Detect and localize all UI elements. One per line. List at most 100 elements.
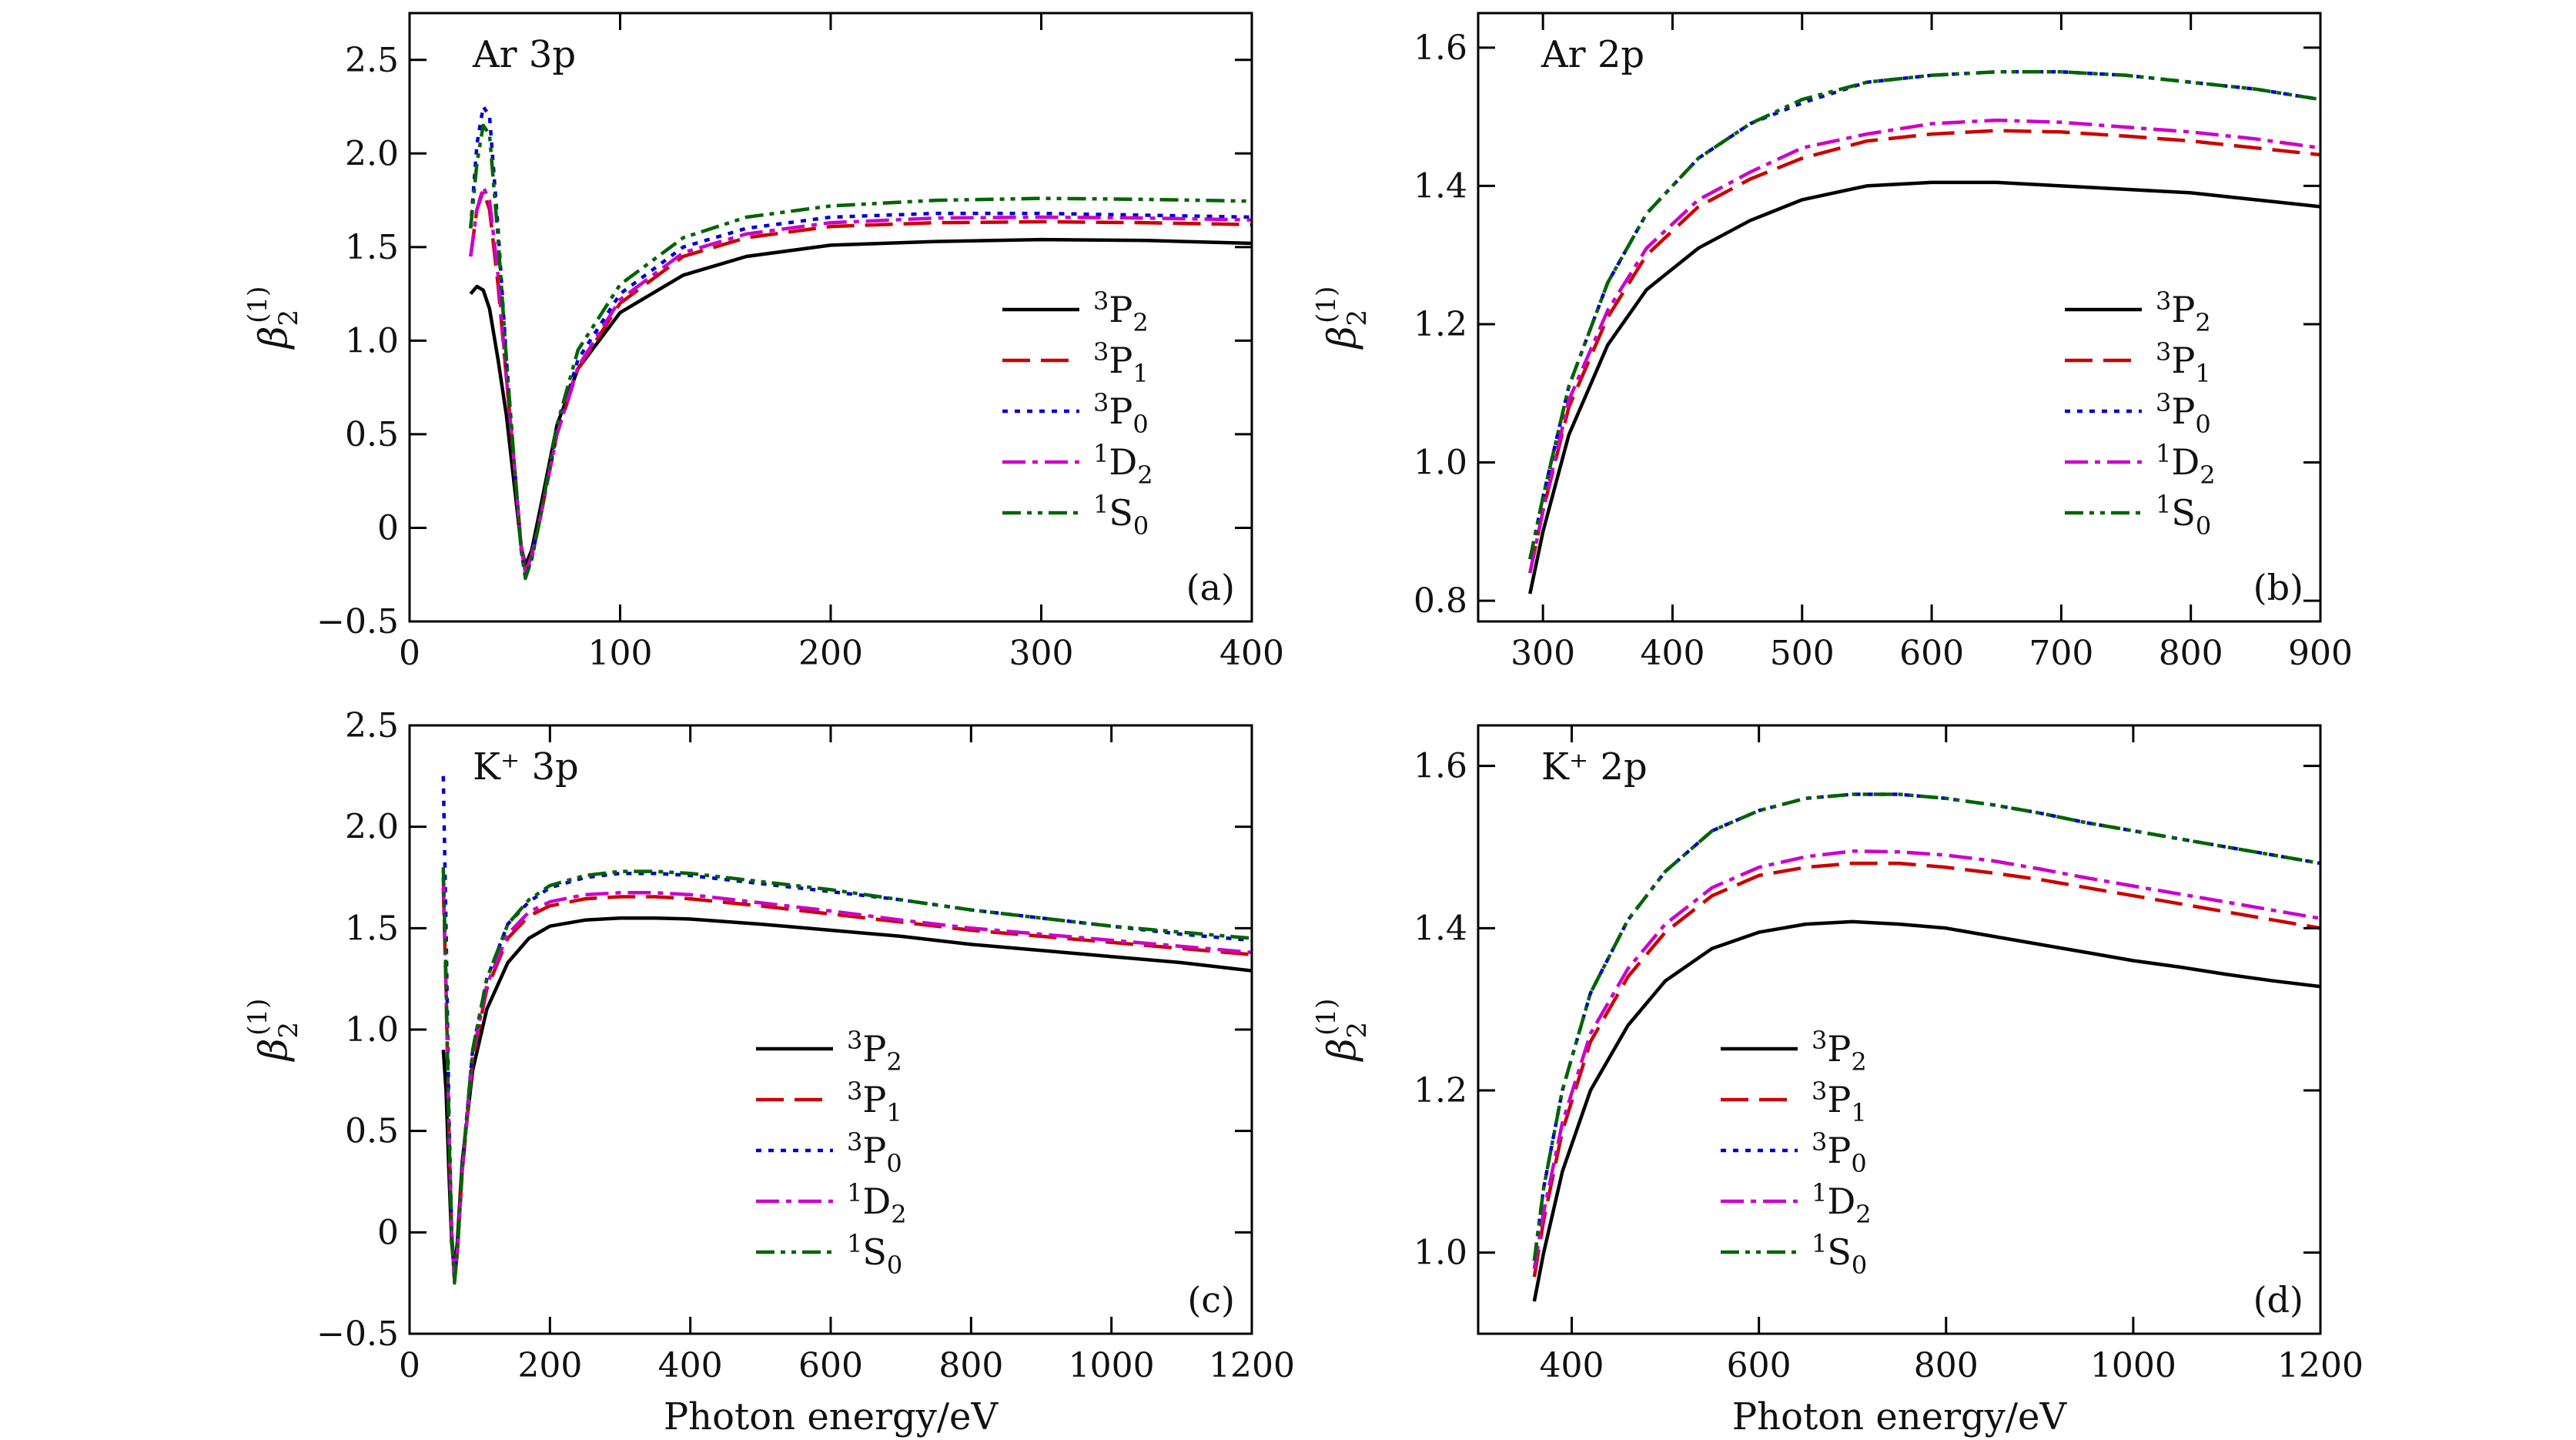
legend-base: P [1109,340,1132,381]
legend-sub: 0 [1132,410,1148,439]
legend-base: S [862,1231,887,1273]
legend-base: P [2171,289,2195,330]
legend-sup: 3 [1812,1026,1827,1055]
y-label-symbol: β [1320,326,1364,350]
series-line-3P2 [469,237,1252,568]
legend-sup: 1 [847,1178,862,1207]
y-label-symbol: β [1320,1038,1364,1062]
legend-sub: 2 [1137,460,1153,490]
y-axis-label: β2(1) [1311,999,1373,1063]
legend-sub: 0 [886,1149,902,1178]
y-tick-label: 2.0 [345,808,399,847]
y-tick-label: 1.4 [1413,166,1467,206]
series-line-1S0 [469,123,1252,581]
x-tick-label: 1200 [2277,1346,2364,1385]
y-tick-label: 1.0 [345,321,399,360]
panel-label: (a) [1186,567,1235,608]
legend-sub: 1 [886,1098,902,1127]
x-tick-label: 600 [1899,634,1964,673]
y-tick-label: 0 [377,508,399,548]
legend-sub: 2 [1132,308,1148,337]
x-tick-label: 300 [1009,634,1074,673]
y-tick-label: 0.5 [345,415,399,454]
legend-sup: 1 [1812,1178,1827,1207]
panel-title: K⁺ 2p [1541,745,1648,789]
x-tick-label: 800 [1914,1346,1979,1385]
legend-base: D [1109,441,1137,483]
legend-label-1S0: 1S0 [1812,1229,1867,1280]
y-tick-label: 1.6 [1413,747,1467,786]
legend-label-3P2: 3P2 [2156,286,2211,337]
y-label-sup: (1) [243,999,273,1036]
legend-sup: 3 [1093,337,1109,367]
y-tick-label: −0.5 [316,602,399,641]
legend-label-3P2: 3P2 [1812,1026,1867,1077]
x-tick-label: 300 [1510,634,1575,673]
legend-sup: 1 [1093,439,1109,468]
legend-base: P [862,1079,886,1120]
y-tick-label: 2.5 [345,706,399,745]
y-label-sup: (1) [1311,286,1342,323]
y-tick-label: 1.5 [345,228,399,267]
legend-sup: 3 [847,1026,862,1055]
x-tick-label: 700 [2029,634,2093,673]
series-line-3P0 [1528,70,2320,560]
y-tick-label: 1.5 [345,909,399,948]
x-tick-label: 400 [1540,1346,1604,1385]
legend-label-3P0: 3P0 [1093,388,1149,439]
series-line-1D2 [1532,849,2320,1270]
series-line-3P2 [1532,919,2320,1302]
panel-title: Ar 2p [1541,33,1644,76]
x-tick-label: 600 [798,1346,863,1385]
y-axis-label: β2(1) [243,999,304,1063]
x-tick-label: 500 [1770,634,1835,673]
plot-frame [408,724,1253,1335]
legend-base: P [1827,1130,1851,1171]
legend-sup: 3 [1093,286,1109,316]
x-tick-label: 400 [658,1346,723,1385]
legend-sup: 3 [847,1077,862,1106]
legend-sup: 3 [1812,1127,1827,1157]
legend-base: P [1109,390,1132,432]
y-label-sup: (1) [243,286,273,323]
y-label-sub: 2 [1342,1022,1373,1039]
legend-label-1D2: 1D2 [1093,439,1153,490]
y-tick-label: 1.2 [1413,1071,1467,1110]
legend-sub: 0 [2195,410,2210,439]
panel-title: Ar 3p [472,33,576,76]
legend-sub: 2 [891,1200,906,1229]
x-tick-label: 1000 [2090,1346,2176,1385]
y-axis-label: β2(1) [243,286,304,350]
legend-label-3P2: 3P2 [1093,286,1149,337]
legend-sup: 1 [1812,1229,1827,1258]
legend-sup: 3 [1093,388,1109,417]
legend-base: D [1827,1180,1855,1222]
y-tick-label: 0 [377,1213,399,1252]
series-line-1S0 [1532,792,2320,1261]
legend-sup: 3 [1812,1077,1827,1106]
series-line-3P0 [469,105,1252,578]
y-tick-label: 0.5 [345,1112,399,1151]
legend-label-1D2: 1D2 [1812,1178,1872,1229]
plot-frame [1477,724,2322,1335]
series-line-1S0 [1528,70,2320,560]
legend-base: P [862,1028,886,1070]
legend-label-3P0: 3P0 [1812,1127,1867,1178]
legend-label-3P1: 3P1 [2156,337,2211,388]
series-line-3P2 [1528,180,2320,594]
panel-title: K⁺ 3p [473,745,579,789]
legend-base: P [862,1130,886,1171]
y-tick-label: −0.5 [316,1314,399,1354]
x-tick-label: 0 [399,634,420,673]
x-tick-label: 1200 [1209,1346,1295,1385]
legend-sup: 1 [2156,439,2171,468]
legend-sup: 1 [1093,490,1109,519]
legend-label-1S0: 1S0 [2156,490,2211,541]
x-tick-label: 0 [399,1346,420,1385]
y-tick-label: 1.0 [1413,1234,1467,1273]
legend-sub: 0 [887,1251,902,1280]
legend-label-3P0: 3P0 [2156,388,2211,439]
x-tick-label: 800 [938,1346,1003,1385]
legend-label-3P1: 3P1 [847,1077,902,1127]
